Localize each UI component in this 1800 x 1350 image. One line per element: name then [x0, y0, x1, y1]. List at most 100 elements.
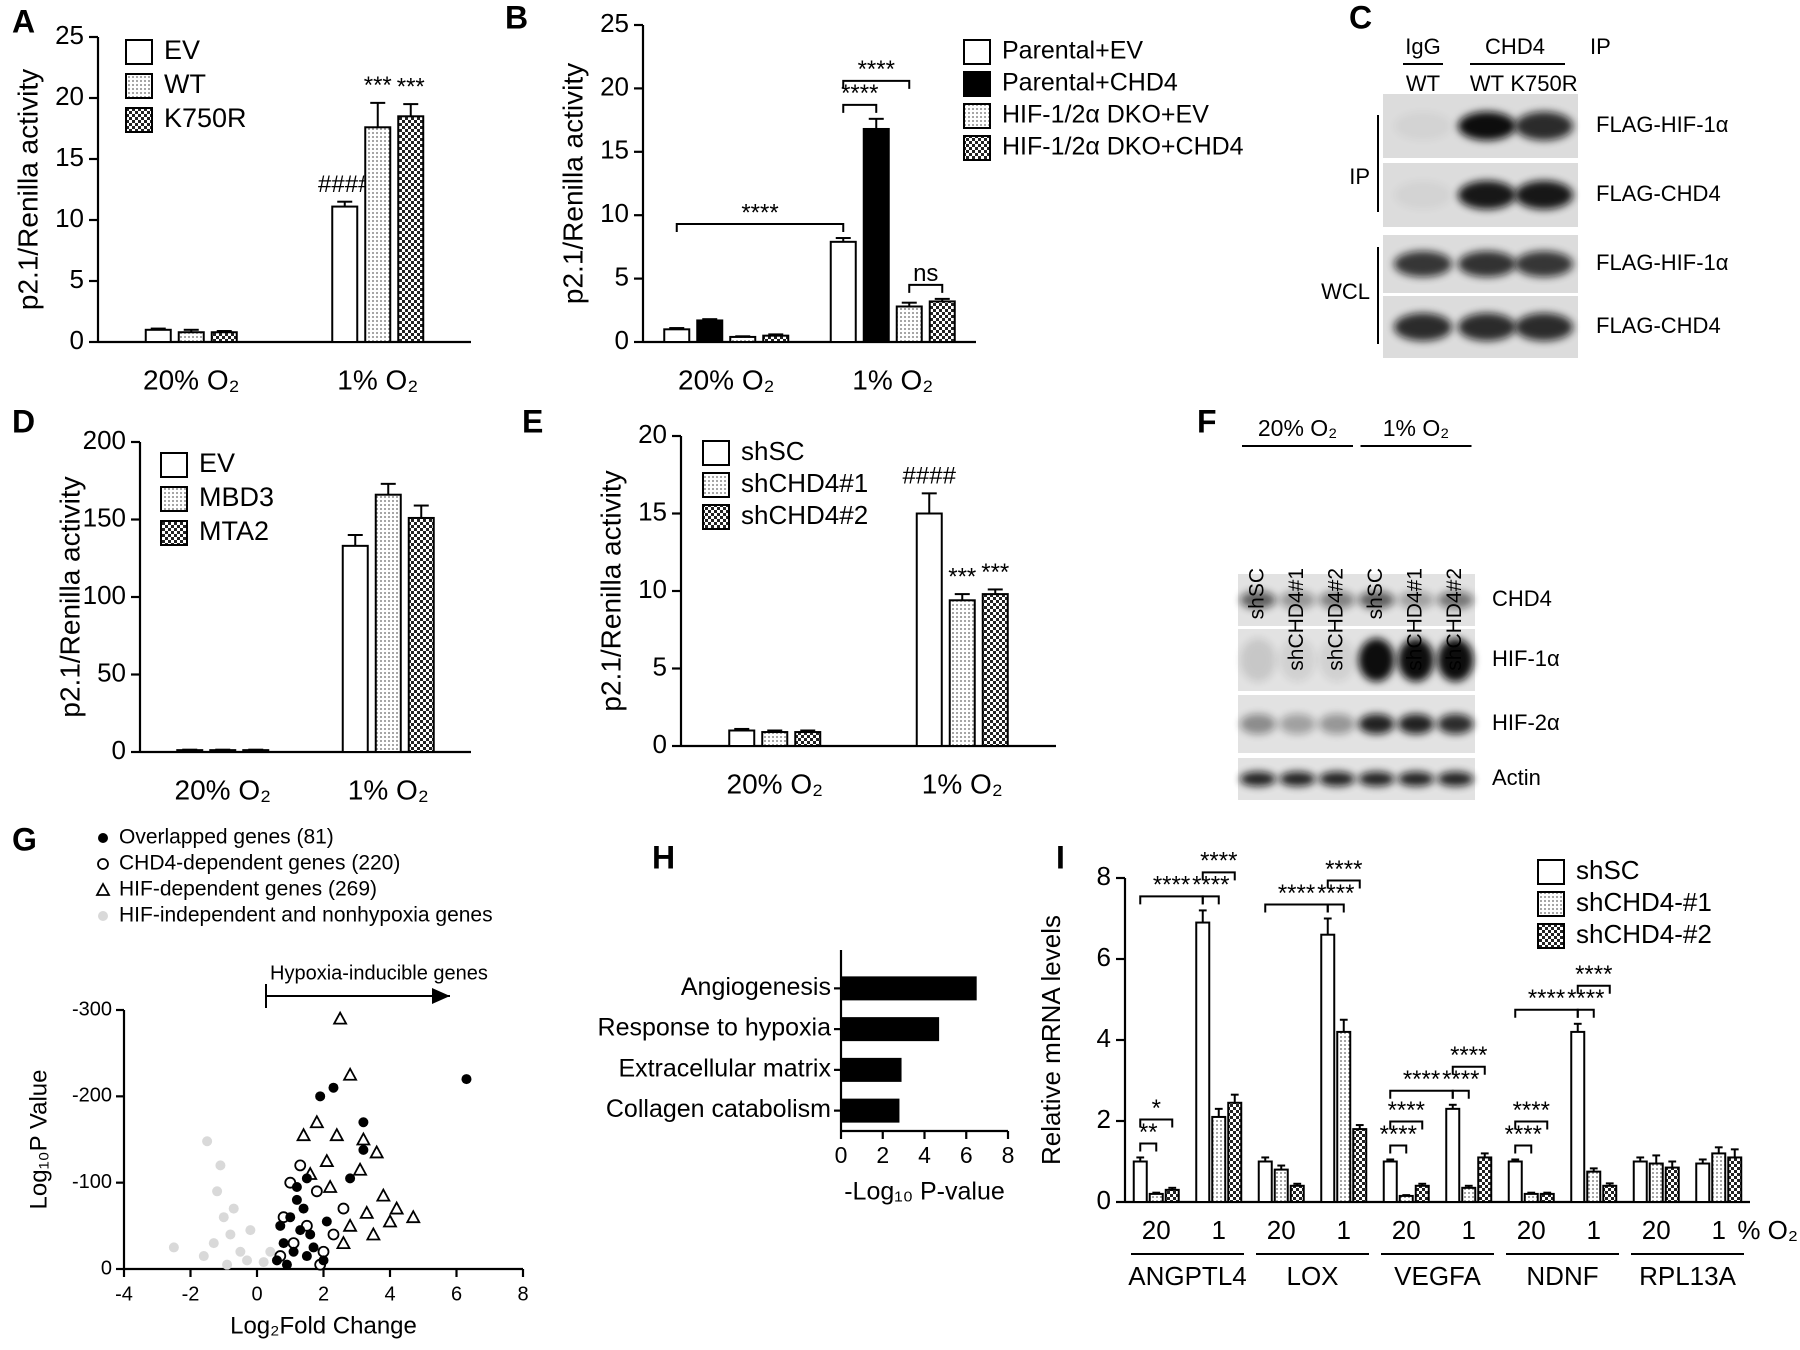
bar — [1164, 1188, 1180, 1203]
significance-label: **** — [741, 199, 778, 226]
y-tick-label: -200 — [72, 1085, 112, 1107]
point — [332, 1010, 348, 1025]
bar — [1273, 1168, 1289, 1203]
y-axis-label: p2.1/Renilla activity — [557, 63, 588, 304]
y-axis-label: Relative mRNA levels — [1036, 915, 1066, 1165]
point — [288, 1246, 299, 1257]
bar — [1602, 1184, 1618, 1204]
group-label: NDNF — [1526, 1261, 1598, 1291]
point — [315, 1091, 326, 1102]
band-label: Actin — [1492, 765, 1541, 790]
panel-label: A — [12, 3, 35, 39]
legend-label: HIF-1/2α DKO+EV — [1002, 101, 1209, 129]
bar-annotation: *** — [981, 559, 1009, 586]
significance-label: ns — [913, 260, 938, 287]
bar — [928, 300, 956, 344]
y-tick-label: 20 — [638, 419, 667, 449]
point — [327, 1228, 340, 1241]
point — [375, 1187, 391, 1202]
legend-swatch — [125, 39, 153, 65]
significance-label: **** — [1380, 1121, 1417, 1148]
y-axis-label: p2.1/Renilla activity — [12, 69, 43, 310]
y-tick-label: 0 — [615, 325, 629, 355]
blot-band — [1458, 111, 1516, 141]
legend-swatch — [160, 452, 188, 478]
significance-bracket — [1389, 1120, 1424, 1130]
band-label: FLAG-CHD4 — [1596, 181, 1721, 206]
blot-band — [1394, 313, 1452, 341]
blot-band — [1515, 250, 1573, 278]
y-tick-label: 6 — [1097, 942, 1111, 972]
significance-label: **** — [1442, 1066, 1479, 1093]
bar — [1414, 1184, 1430, 1204]
bar — [1695, 1162, 1711, 1204]
panel-label: F — [1197, 403, 1217, 439]
blot-band — [1398, 590, 1434, 610]
legend-label: shSC — [1576, 855, 1640, 885]
bar — [841, 1017, 940, 1042]
significance-bracket — [1451, 1089, 1470, 1099]
lane-label: shCHD4#2 — [1443, 568, 1466, 671]
y-tick-label: 20 — [600, 71, 629, 101]
bar — [1257, 1160, 1273, 1203]
bar — [1336, 1030, 1352, 1204]
legend-label: WT — [164, 69, 206, 99]
y-tick-label: 4 — [1097, 1023, 1111, 1053]
bar — [1320, 933, 1336, 1203]
point — [218, 1212, 229, 1223]
group-label: VEGFA — [1394, 1261, 1481, 1291]
bar — [397, 115, 425, 343]
blot-band — [1394, 250, 1452, 278]
legend-marker — [98, 833, 108, 843]
bar-annotation: *** — [948, 563, 976, 590]
point — [294, 1159, 307, 1172]
category-label: Extracellular matrix — [618, 1054, 831, 1082]
bar — [341, 544, 369, 753]
point — [301, 1251, 312, 1262]
blot-band — [1279, 590, 1316, 610]
group-label: IgG — [1405, 34, 1440, 59]
point — [358, 1144, 369, 1155]
x-axis-label: % O₂ — [1737, 1215, 1798, 1245]
point — [287, 1237, 300, 1249]
legend-label: K750R — [164, 103, 247, 133]
group-label: 1% O₂ — [1383, 415, 1449, 441]
y-tick-label: 0 — [112, 735, 126, 765]
bar — [829, 240, 857, 343]
point — [235, 1246, 246, 1257]
point — [225, 1229, 236, 1240]
bar — [1211, 1115, 1227, 1203]
bar — [374, 493, 402, 753]
point — [365, 1226, 381, 1241]
blot-strip — [1238, 574, 1475, 626]
legend-label: shCHD4#2 — [741, 500, 868, 530]
x-tick-label: 1% O₂ — [922, 768, 1003, 799]
blot-band — [1319, 771, 1355, 787]
blot-band — [1319, 638, 1355, 682]
y-axis-label: Log₁₀P Value — [25, 1070, 52, 1210]
point — [242, 1255, 253, 1266]
blot-band — [1279, 771, 1316, 787]
significance-label: **** — [1278, 880, 1315, 907]
significance-bracket — [1389, 1144, 1408, 1154]
point — [342, 1217, 358, 1232]
bar — [1195, 921, 1211, 1203]
blot-strip — [1238, 629, 1475, 691]
point — [278, 1238, 289, 1249]
point — [335, 1235, 351, 1249]
blot-band — [1437, 590, 1474, 610]
blot-band — [1240, 638, 1276, 682]
significance-bracket — [1576, 1008, 1595, 1018]
point — [369, 1144, 385, 1159]
point — [405, 1209, 421, 1224]
point — [359, 1205, 375, 1219]
point — [285, 1212, 296, 1223]
point — [198, 1251, 209, 1262]
x-tick-label: 2 — [318, 1283, 329, 1305]
legend-label: shCHD4-#1 — [1576, 887, 1712, 917]
significance-label: **** — [1317, 880, 1354, 907]
legend-label: EV — [199, 448, 235, 478]
group-label: LOX — [1286, 1261, 1338, 1291]
point — [389, 1200, 405, 1215]
